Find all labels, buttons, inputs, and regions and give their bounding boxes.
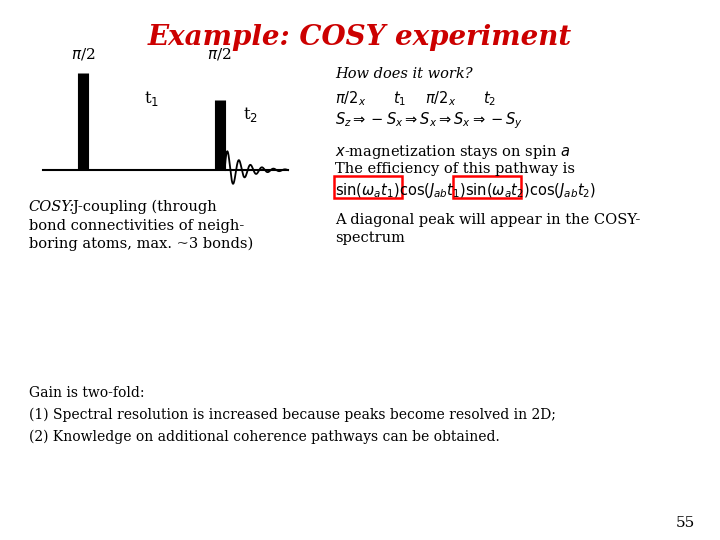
Text: (2) Knowledge on additional coherence pathways can be obtained.: (2) Knowledge on additional coherence pa… [29,430,500,444]
Text: $\pi$/2: $\pi$/2 [71,46,95,62]
Text: t$_1$: t$_1$ [143,89,159,108]
Text: COSY:: COSY: [29,200,75,214]
Text: bond connectivities of neigh-: bond connectivities of neigh- [29,219,244,233]
Text: $\pi$/2: $\pi$/2 [207,46,232,62]
Text: Example: COSY experiment: Example: COSY experiment [148,24,572,51]
Text: How does it work?: How does it work? [335,68,472,82]
Text: spectrum: spectrum [335,231,405,245]
Text: A diagonal peak will appear in the COSY-: A diagonal peak will appear in the COSY- [335,213,640,227]
Text: $S_z \Rightarrow -S_x \Rightarrow S_x \Rightarrow S_x \Rightarrow -S_y$: $S_z \Rightarrow -S_x \Rightarrow S_x \R… [335,111,523,131]
Text: $x$-magnetization stays on spin $a$: $x$-magnetization stays on spin $a$ [335,143,570,161]
Text: $t_2$: $t_2$ [483,89,496,108]
Text: 55: 55 [675,516,695,530]
Text: $\pi/2_x$: $\pi/2_x$ [425,89,456,108]
Bar [453,176,521,198]
Text: t$_2$: t$_2$ [243,105,258,124]
Text: $\pi/2_x$: $\pi/2_x$ [335,89,366,108]
Text: The efficiency of this pathway is: The efficiency of this pathway is [335,162,575,176]
Bar [334,176,402,198]
Text: (1) Spectral resolution is increased because peaks become resolved in 2D;: (1) Spectral resolution is increased bec… [29,408,556,422]
Text: $\sin(\omega_a t_1)\mathrm{cos}(J_{ab}t_1)\sin(\omega_a t_2)\mathrm{cos}(J_{ab}t: $\sin(\omega_a t_1)\mathrm{cos}(J_{ab}t_… [335,181,596,200]
Text: J-coupling (through: J-coupling (through [72,200,217,214]
Text: Gain is two-fold:: Gain is two-fold: [29,386,144,400]
Text: $t_1$: $t_1$ [393,89,406,108]
Text: boring atoms, max. ~3 bonds): boring atoms, max. ~3 bonds) [29,237,253,251]
